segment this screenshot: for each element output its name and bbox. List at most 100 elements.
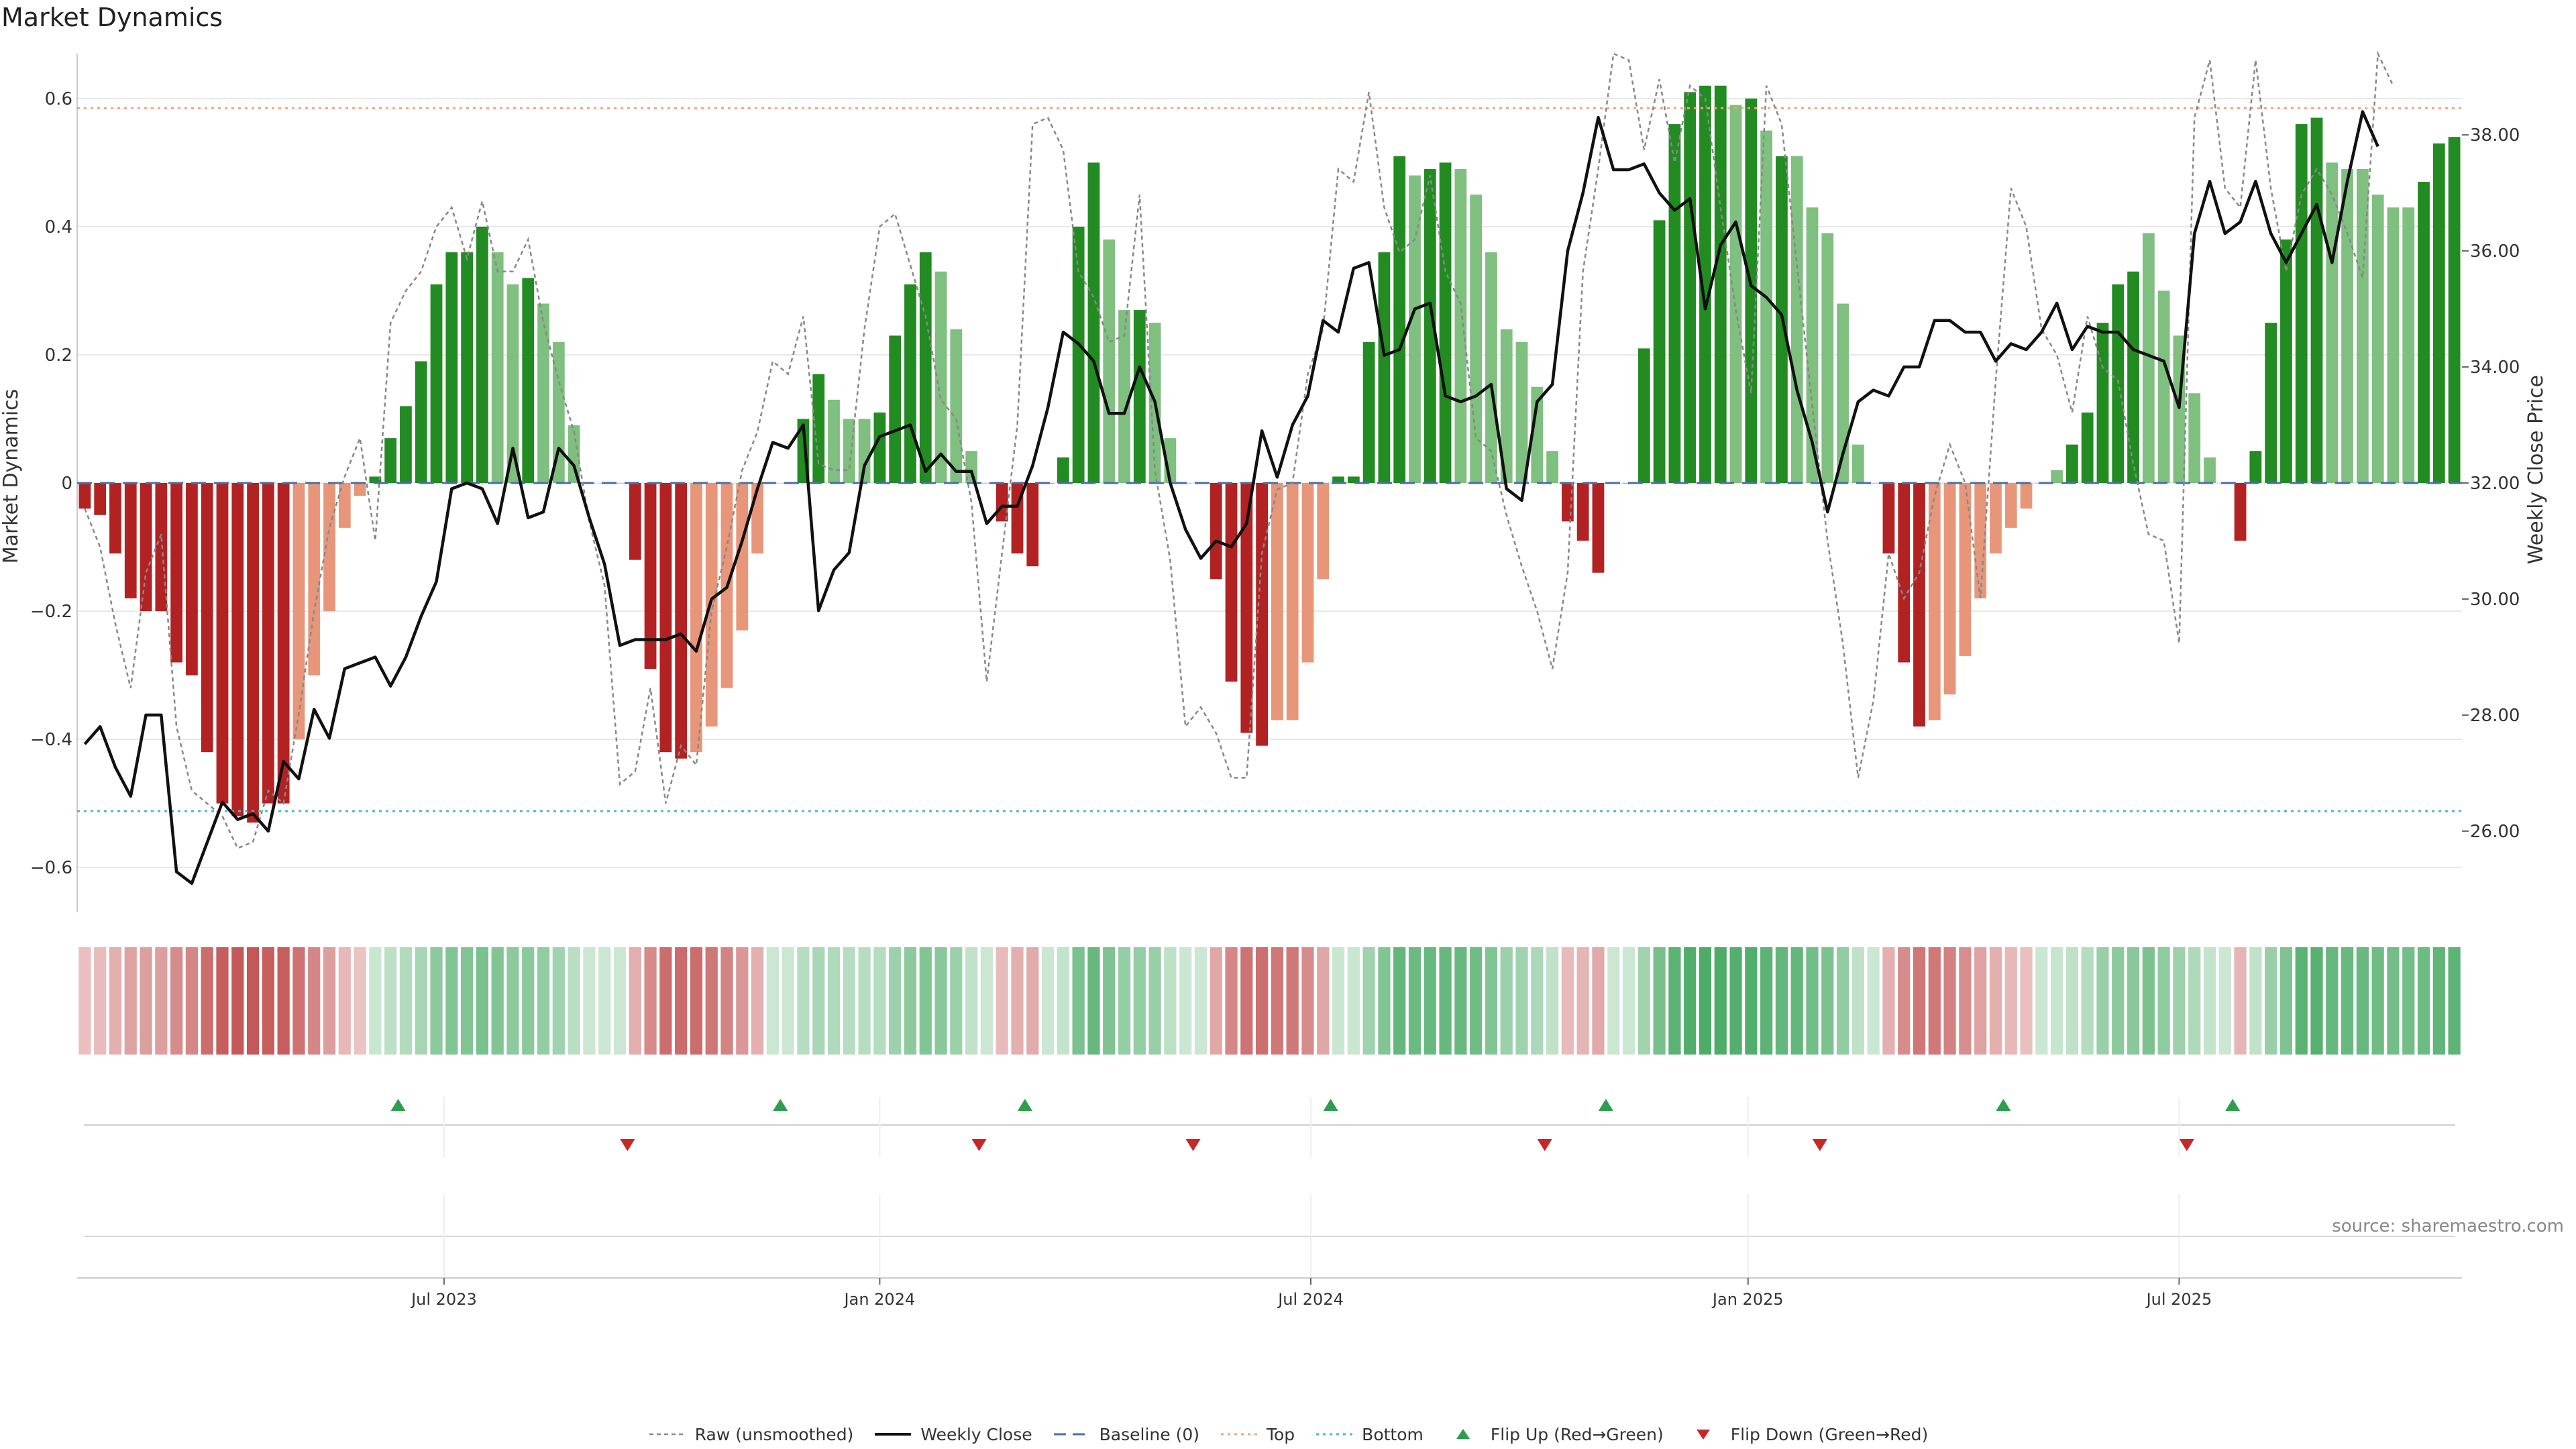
flip-down-marker <box>971 1139 987 1151</box>
heat-cell <box>1439 947 1452 1055</box>
bar <box>1714 85 1727 484</box>
legend-label: Bottom <box>1362 1424 1424 1444</box>
bar <box>1959 483 1972 656</box>
heat-cell <box>1393 947 1406 1055</box>
heat-cell <box>1179 947 1192 1055</box>
heat-cell <box>980 947 994 1055</box>
bar <box>1576 483 1589 541</box>
heat-cell <box>2249 947 2262 1055</box>
bar <box>1057 457 1069 483</box>
bar <box>354 483 366 496</box>
legend: Raw (unsmoothed) Weekly Close Baseline (0)… <box>0 1421 2576 1448</box>
heat-cell <box>1118 947 1131 1055</box>
heat-cell <box>797 947 810 1055</box>
legend-item-flip_up: Flip Up (Red→Green) <box>1444 1425 1664 1444</box>
bar <box>2020 483 2033 509</box>
bar <box>1087 162 1100 483</box>
bar <box>1424 168 1436 483</box>
heat-cell <box>1026 947 1039 1055</box>
heat-cell <box>996 947 1008 1055</box>
flip-up-marker <box>2225 1099 2241 1111</box>
heat-cell <box>2387 947 2400 1055</box>
legend-swatch-bottom <box>1316 1433 1353 1436</box>
heat-strip <box>78 947 2461 1055</box>
legend-swatch-flip_down <box>1696 1430 1710 1440</box>
bar <box>552 341 565 483</box>
heat-cell <box>384 947 397 1055</box>
bar <box>644 483 657 669</box>
legend-item-close: Weekly Close <box>873 1425 1032 1444</box>
bar <box>522 278 535 483</box>
bar <box>1133 310 1146 483</box>
bar <box>1439 162 1452 483</box>
heat-cell <box>2035 947 2048 1055</box>
heat-cell <box>1286 947 1299 1055</box>
bar <box>2371 195 2384 483</box>
heat-cell <box>170 947 183 1055</box>
heat-cell <box>2341 947 2354 1055</box>
y2-axis-label: Weekly Close Price <box>2524 375 2548 564</box>
bar <box>262 483 274 804</box>
heat-cell <box>2004 947 2017 1055</box>
bar <box>1546 451 1558 483</box>
y-tick-label: 0.4 <box>45 217 72 237</box>
heat-cell <box>1760 947 1773 1055</box>
bar <box>277 483 290 804</box>
x-tick-label: Jul 2024 <box>1277 1290 1344 1309</box>
bar <box>1210 483 1222 580</box>
heat-cell <box>1148 947 1161 1055</box>
heat-cell <box>1210 947 1222 1055</box>
heat-cell <box>1989 947 2002 1055</box>
heat-cell <box>1607 947 1620 1055</box>
heat-cell <box>2096 947 2109 1055</box>
legend-label: Weekly Close <box>920 1424 1032 1444</box>
bar <box>1790 156 1803 483</box>
flip-up-marker <box>1323 1099 1338 1111</box>
bar <box>1378 252 1391 483</box>
x-axis: Jul 2023 Jan 2024 Jul 2024 Jan 2025 Jul 2025 <box>77 1194 2462 1309</box>
bar <box>812 374 825 483</box>
heat-cell <box>827 947 841 1055</box>
bar <box>384 438 397 483</box>
heat-cell <box>705 947 718 1055</box>
heat-cell <box>277 947 290 1055</box>
bar <box>216 483 229 804</box>
heat-cell <box>1576 947 1589 1055</box>
heat-cell <box>2127 947 2140 1055</box>
heat-cell <box>1668 947 1681 1055</box>
bar <box>858 419 871 483</box>
heat-cell <box>537 947 550 1055</box>
bar <box>2341 168 2353 483</box>
bar <box>2204 457 2216 483</box>
heat-cell <box>246 947 260 1055</box>
bar <box>1026 483 1039 567</box>
legend-label: Raw (unsmoothed) <box>694 1424 854 1444</box>
heat-cell <box>1011 947 1024 1055</box>
x-tick-label: Jul 2025 <box>2145 1290 2212 1309</box>
heat-cell <box>262 947 274 1055</box>
heat-cell <box>1867 947 1880 1055</box>
bar <box>415 361 427 483</box>
bar <box>736 483 749 631</box>
heat-cell <box>629 947 641 1055</box>
bar <box>996 483 1008 522</box>
bar <box>1913 483 1925 727</box>
bar <box>1898 483 1911 663</box>
bar <box>170 483 183 663</box>
heat-cell <box>552 947 565 1055</box>
bar <box>1256 483 1268 746</box>
heat-cell <box>2371 947 2384 1055</box>
bar <box>965 451 978 483</box>
bar <box>2051 470 2063 483</box>
bar <box>843 419 855 483</box>
y-axis-label: Market Dynamics <box>0 389 23 564</box>
bar <box>247 483 259 823</box>
bar <box>2356 168 2369 483</box>
bar <box>2326 162 2339 483</box>
heat-cell <box>1653 947 1666 1055</box>
y2-tick-label: 38.00 <box>2470 125 2520 146</box>
bar <box>338 483 351 528</box>
heat-cell <box>1531 947 1544 1055</box>
flip-up-marker <box>390 1099 406 1111</box>
